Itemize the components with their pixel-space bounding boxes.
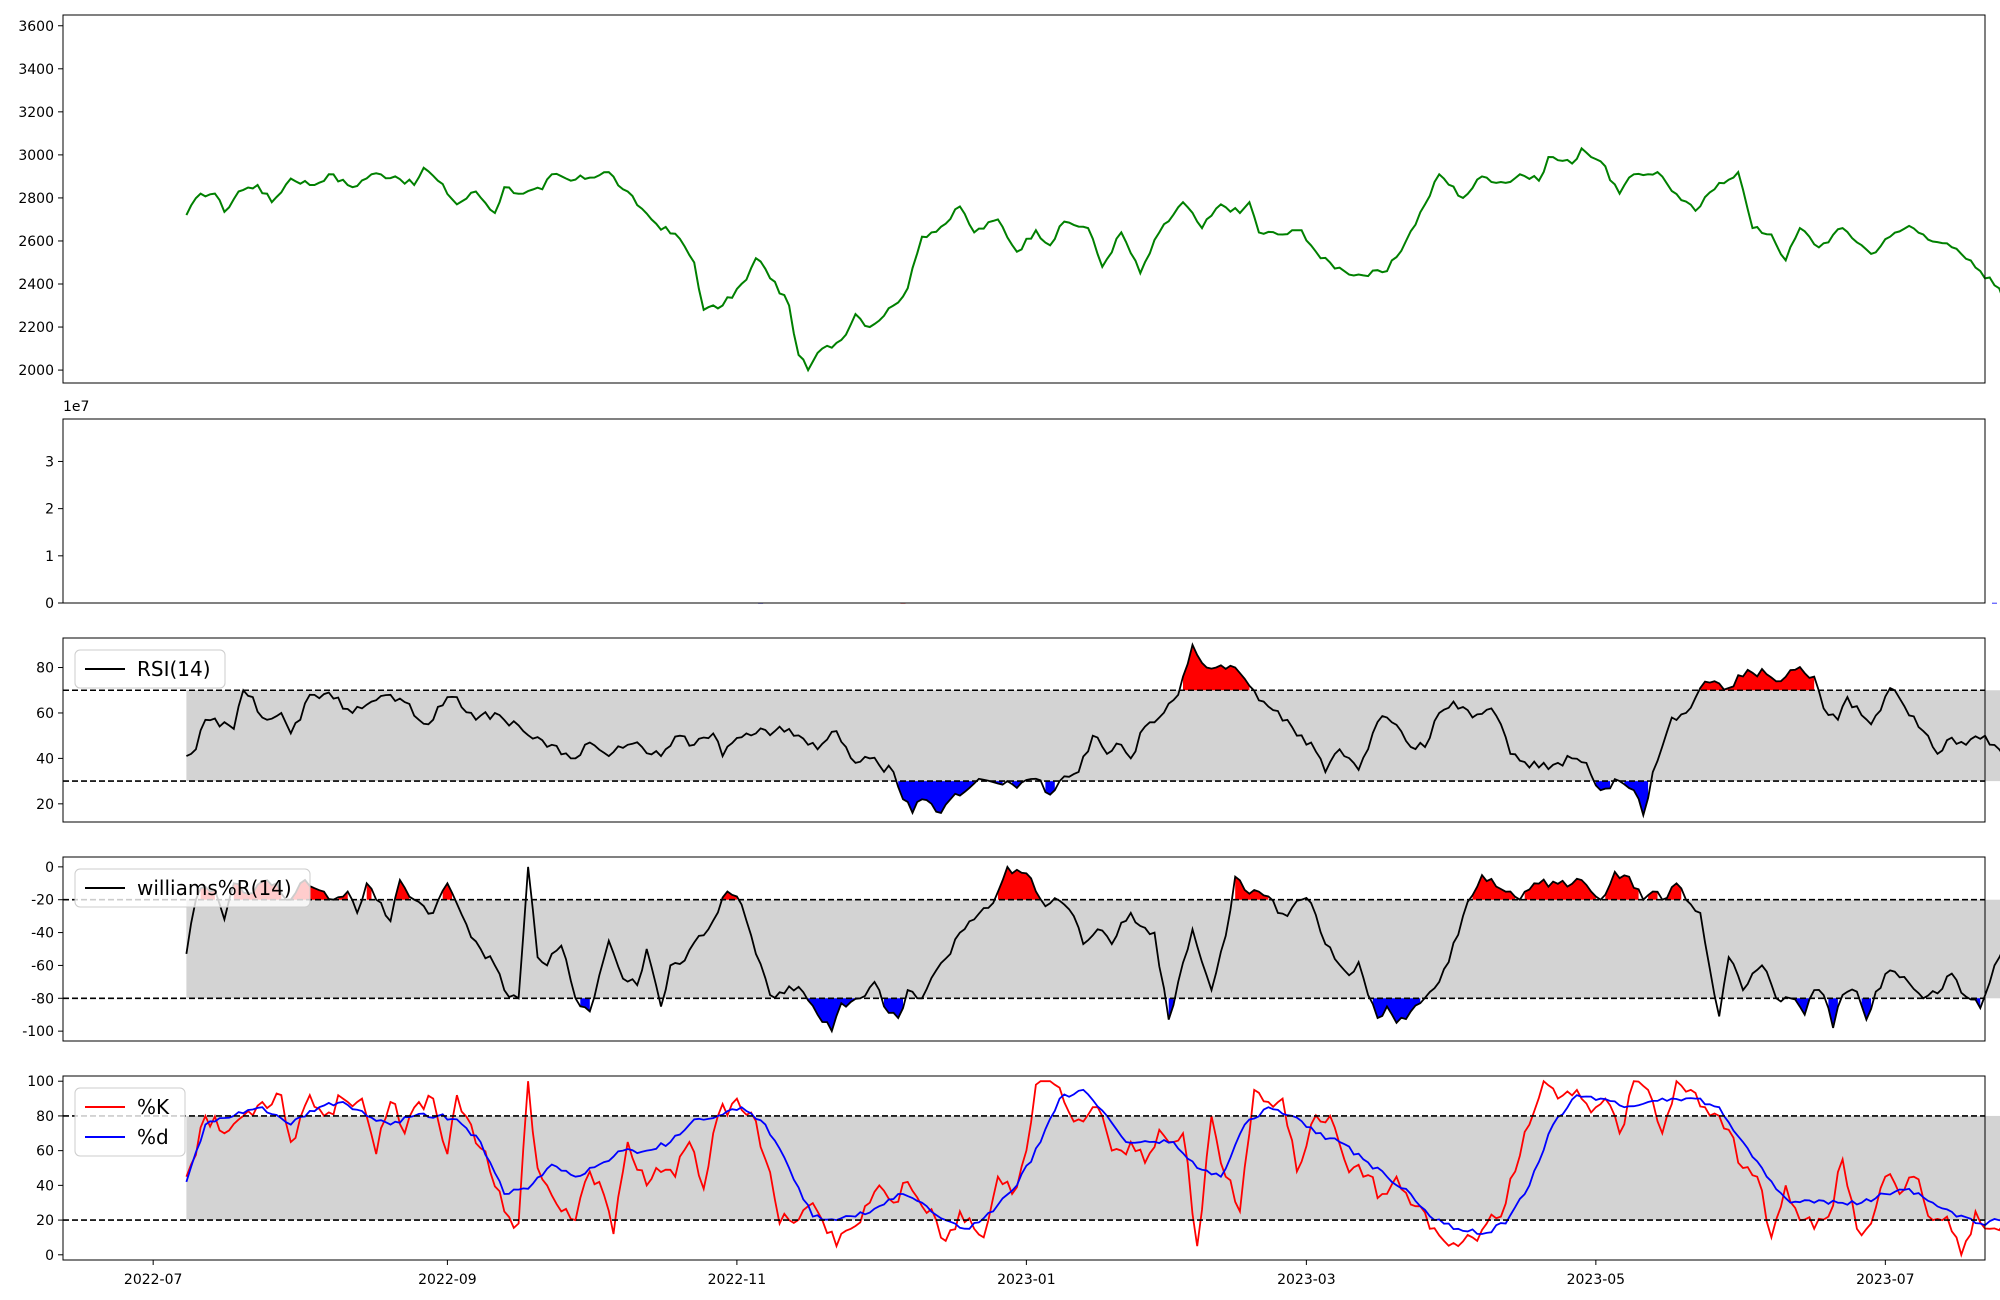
rsi-oversold-fill <box>898 781 975 813</box>
williams-overbought-fill <box>1472 875 1516 900</box>
stochastic-panel: 0 20 40 60 80 100 %K %d <box>27 1074 2000 1264</box>
volume-ytick-label: 1 <box>45 549 54 565</box>
williams-legend-box <box>74 868 311 908</box>
price-ytick-label: 2800 <box>18 191 54 207</box>
rsi-ytick-label: 80 <box>36 661 54 677</box>
stochastic-ytick-label: 20 <box>36 1213 54 1229</box>
stochastic-d-line <box>185 1088 2000 1235</box>
price-panel-frame <box>62 14 1986 384</box>
volume-ytick-label: 3 <box>45 454 54 470</box>
rsi-legend-label: RSI(14) <box>137 657 211 681</box>
x-tick-label: 2023-05 <box>1567 1272 1626 1288</box>
x-tick-label: 2022-07 <box>124 1272 183 1288</box>
williams-ytick-label: -100 <box>22 1024 54 1040</box>
price-ytick-label: 2600 <box>18 234 54 250</box>
williams-oversold-fill <box>1372 998 1421 1023</box>
williams-line <box>185 864 2000 1034</box>
williams-legend-label: williams%R(14) <box>137 876 292 900</box>
williams-ytick-label: -40 <box>31 926 54 942</box>
williams-band <box>186 899 2000 999</box>
williams-panel: 0 -20 -40 -60 -80 -100 williams%R(14) <box>22 856 2000 1042</box>
williams-ytick-label: -80 <box>31 991 54 1007</box>
williams-overbought-fill <box>1648 891 1658 900</box>
rsi-overbought-fill <box>1700 667 1815 691</box>
williams-oversold-fill <box>1828 998 1838 1028</box>
rsi-ytick-label: 60 <box>36 706 54 722</box>
rsi-ytick-label: 40 <box>36 751 54 767</box>
stochastic-ytick-label: 0 <box>45 1248 54 1264</box>
volume-ytick-label: 2 <box>45 502 54 518</box>
price-ytick-label: 3200 <box>18 105 54 121</box>
williams-overbought-fill <box>1667 883 1682 900</box>
price-ytick-label: 2000 <box>18 363 54 379</box>
stochastic-panel-frame <box>62 1075 1986 1261</box>
stochastic-legend-box <box>74 1087 186 1157</box>
volume-ytick-label: 0 <box>45 596 54 612</box>
williams-overbought-fill <box>1605 871 1639 900</box>
williams-oversold-fill <box>580 998 590 1012</box>
stochastic-ytick-label: 60 <box>36 1144 54 1160</box>
williams-ytick-label: 0 <box>45 860 54 876</box>
price-ytick-label: 2200 <box>18 320 54 336</box>
rsi-line <box>186 642 2000 819</box>
stochastic-k-line <box>185 1079 2000 1258</box>
rsi-ytick-label: 20 <box>36 797 54 813</box>
stochastic-ytick-label: 80 <box>36 1109 54 1125</box>
stochastic-band <box>186 1115 2000 1221</box>
williams-overbought-fill <box>1524 878 1596 900</box>
williams-ytick-label: -20 <box>31 893 54 909</box>
price-panel: 2000 2200 2400 2600 2800 3000 3200 3400 3600 <box>18 14 2000 384</box>
price-ytick-label: 3400 <box>18 62 54 78</box>
price-ytick-label: 3000 <box>18 148 54 164</box>
price-line <box>185 146 2000 373</box>
williams-oversold-fill <box>1970 998 1981 1009</box>
williams-panel-frame <box>62 856 1986 1042</box>
volume-bar <box>1991 602 1997 604</box>
rsi-panel: 20 40 60 80 RSI(14) <box>36 637 2000 823</box>
williams-overbought-fill <box>997 866 1041 900</box>
stochastic-legend-label: %K <box>137 1095 170 1119</box>
volume-panel: 0 1 2 3 1e7 <box>45 399 1997 612</box>
volume-scale-offset: 1e7 <box>63 399 89 415</box>
x-tick-label: 2023-03 <box>1277 1272 1336 1288</box>
x-tick-label: 2022-11 <box>708 1272 767 1288</box>
rsi-oversold-fill <box>1012 781 1022 788</box>
x-tick-label: 2023-07 <box>1856 1272 1915 1288</box>
williams-oversold-fill <box>808 998 856 1032</box>
date-x-axis: 2022-07 2022-09 2022-11 2023-01 2023-03 2023-… <box>124 1260 1915 1288</box>
volume-panel-frame <box>62 418 1986 604</box>
stochastic-legend-label: %d <box>137 1125 169 1149</box>
price-ytick-label: 2400 <box>18 277 54 293</box>
williams-overbought-fill <box>1235 876 1269 900</box>
stochastic-ytick-label: 100 <box>27 1074 54 1090</box>
rsi-oversold-fill <box>1624 781 1649 816</box>
williams-oversold-fill <box>884 998 903 1018</box>
x-tick-label: 2022-09 <box>418 1272 477 1288</box>
price-ytick-label: 3600 <box>18 19 54 35</box>
stochastic-ytick-label: 40 <box>36 1178 54 1194</box>
x-tick-label: 2023-01 <box>997 1272 1056 1288</box>
rsi-panel-frame <box>62 637 1986 823</box>
rsi-legend-box <box>74 649 226 689</box>
williams-ytick-label: -60 <box>31 958 54 974</box>
